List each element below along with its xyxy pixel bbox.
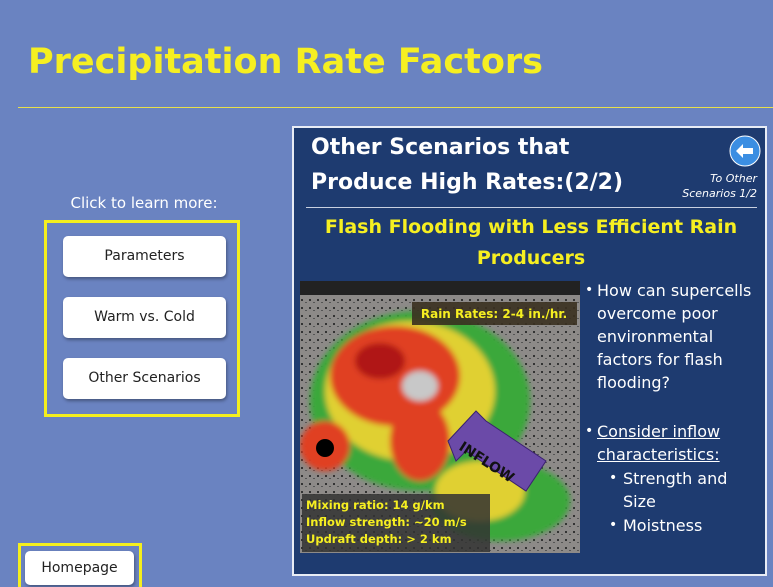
- back-arrow: [736, 144, 753, 158]
- rain-rate-label: Rain Rates: 2-4 in./hr.: [421, 307, 567, 321]
- menu-button[interactable]: Other Scenarios: [63, 358, 226, 399]
- panel-heading: Produce High Rates:(2/2): [311, 170, 624, 195]
- panel-separator: [306, 207, 757, 208]
- home-button[interactable]: Homepage: [25, 551, 134, 585]
- bullet-dot: •: [585, 423, 594, 439]
- bullet-line: How can supercells: [597, 281, 752, 300]
- bullet-line: environmental: [597, 327, 714, 346]
- radar-bar: [300, 281, 580, 295]
- menu-button[interactable]: Warm vs. Cold: [63, 297, 226, 338]
- menu-box: [44, 220, 240, 417]
- panel-subheading: Flash Flooding with Less Efficient Rain: [324, 216, 738, 238]
- radar-image: Rain Rates: 2-4 in./hr. INFLOW Mixing ra…: [300, 281, 580, 553]
- stats-label: Inflow strength: ~20 m/s: [306, 515, 467, 529]
- rain-rate-box: [412, 302, 577, 325]
- bullet-line: overcome poor: [597, 304, 718, 323]
- panel-subheading: Producers: [476, 247, 586, 269]
- bullet-dot: •: [585, 282, 594, 298]
- inflow-arrow: [447, 410, 547, 492]
- sub-bullet-line: Size: [623, 492, 656, 511]
- stats-box: [302, 494, 490, 552]
- back-button[interactable]: [729, 135, 761, 167]
- sub-bullet-line: Moistness: [623, 516, 703, 535]
- bullet-line: Consider inflow: [597, 422, 721, 441]
- bullet-line: factors for flash: [597, 350, 723, 369]
- bullet-line: flooding?: [597, 373, 671, 392]
- slide-title: Precipitation Rate Factors: [28, 42, 543, 82]
- bullet-dot: •: [609, 517, 618, 533]
- back-link[interactable]: Scenarios 1/2: [682, 187, 757, 200]
- menu-prompt: Click to learn more:: [70, 194, 218, 212]
- stats-label: Mixing ratio: 14 g/km: [306, 498, 445, 512]
- bullet-dot: •: [609, 470, 618, 486]
- menu-button[interactable]: Parameters: [63, 236, 226, 277]
- stats-label: Updraft depth: > 2 km: [306, 532, 452, 546]
- title-rule: [18, 107, 773, 108]
- sub-bullet-line: Strength and: [623, 469, 728, 488]
- radar-marker: [316, 439, 334, 457]
- back-link[interactable]: To Other: [710, 172, 757, 185]
- home-box: [18, 543, 142, 587]
- panel-heading: Other Scenarios that: [311, 135, 570, 160]
- bullet-line: characteristics:: [597, 445, 720, 464]
